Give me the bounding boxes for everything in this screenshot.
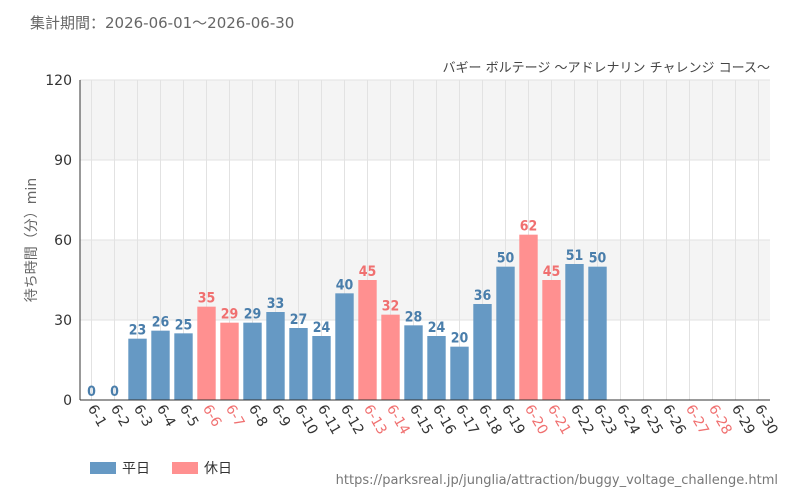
grid-band <box>80 240 770 320</box>
period-label: 集計期間：2026-06-01〜2026-06-30 <box>30 14 295 32</box>
x-tick-label: 6-24 <box>613 402 643 438</box>
x-tick-label: 6-23 <box>590 402 620 438</box>
x-tick-label: 6-11 <box>314 402 344 438</box>
chart-legend: 平日 休日 <box>90 458 232 478</box>
x-tick-label: 6-9 <box>268 402 293 430</box>
bar-6-3 <box>128 338 147 400</box>
x-tick-label: 6-13 <box>360 402 390 438</box>
x-tick-label: 6-22 <box>567 402 597 438</box>
bar-6-10 <box>289 328 308 400</box>
y-tick-label: 120 <box>45 73 72 89</box>
x-tick-label: 6-12 <box>337 402 367 438</box>
x-tick-label: 6-1 <box>84 402 109 430</box>
chart-title: バギー ボルテージ 〜アドレナリン チャレンジ コース〜 <box>443 61 771 76</box>
bar-6-14 <box>381 314 400 400</box>
bar-6-19 <box>496 266 515 400</box>
x-tick-label: 6-4 <box>153 402 178 430</box>
x-tick-label: 6-16 <box>429 402 459 438</box>
data-label-6-4: 26 <box>152 315 170 331</box>
data-label-6-20: 62 <box>520 219 538 235</box>
data-label-6-5: 25 <box>175 317 193 333</box>
x-tick-label: 6-6 <box>199 402 224 430</box>
bar-6-4 <box>151 330 170 400</box>
bar-6-17 <box>450 346 469 400</box>
bar-6-5 <box>174 333 193 400</box>
y-axis-label: 待ち時間（分）min <box>24 178 40 302</box>
bar-6-18 <box>473 304 492 400</box>
data-label-6-9: 33 <box>267 296 285 312</box>
legend-item-holiday: 休日 <box>172 458 232 478</box>
x-tick-label: 6-2 <box>107 402 132 430</box>
data-label-6-10: 27 <box>290 312 308 328</box>
source-url: https://parksreal.jp/junglia/attraction/… <box>335 473 778 488</box>
x-tick-label: 6-25 <box>636 402 666 438</box>
x-tick-label: 6-3 <box>130 402 155 430</box>
x-tick-label: 6-28 <box>705 402 735 438</box>
data-label-6-3: 23 <box>129 323 147 339</box>
x-tick-label: 6-17 <box>452 402 482 438</box>
x-tick-label: 6-27 <box>682 402 712 438</box>
data-label-6-16: 24 <box>428 320 446 336</box>
bar-6-13 <box>358 280 377 400</box>
data-label-6-17: 20 <box>451 331 469 347</box>
data-label-6-11: 24 <box>313 320 331 336</box>
x-tick-label: 6-29 <box>728 402 758 438</box>
x-tick-label: 6-10 <box>291 402 321 438</box>
data-label-6-15: 28 <box>405 309 423 325</box>
bar-6-22 <box>565 264 584 400</box>
x-tick-label: 6-7 <box>222 402 247 430</box>
x-tick-label: 6-19 <box>498 402 528 438</box>
legend-swatch-holiday <box>172 462 198 474</box>
data-label-6-2: 0 <box>110 384 119 400</box>
bar-6-20 <box>519 234 538 400</box>
data-label-6-22: 51 <box>566 248 584 264</box>
y-tick-label: 60 <box>54 233 72 249</box>
data-label-6-19: 50 <box>497 251 515 267</box>
data-label-6-1: 0 <box>87 384 96 400</box>
x-tick-label: 6-18 <box>475 402 505 438</box>
bar-6-12 <box>335 293 354 400</box>
legend-swatch-weekday <box>90 462 116 474</box>
data-label-6-14: 32 <box>382 299 400 315</box>
bar-6-15 <box>404 325 423 400</box>
bar-6-9 <box>266 312 285 400</box>
y-tick-label: 90 <box>54 153 72 169</box>
bar-6-6 <box>197 306 216 400</box>
grid-band <box>80 80 770 160</box>
data-label-6-18: 36 <box>474 288 492 304</box>
data-label-6-21: 45 <box>543 264 561 280</box>
x-tick-label: 6-21 <box>544 402 574 438</box>
x-tick-label: 6-14 <box>383 402 413 438</box>
bar-6-21 <box>542 280 561 400</box>
bar-6-16 <box>427 336 446 400</box>
bar-6-23 <box>588 266 607 400</box>
y-tick-label: 0 <box>63 393 72 409</box>
data-label-6-8: 29 <box>244 307 262 323</box>
legend-item-weekday: 平日 <box>90 458 150 478</box>
bar-6-7 <box>220 322 239 400</box>
x-tick-label: 6-20 <box>521 402 551 438</box>
legend-label-holiday: 休日 <box>204 461 232 477</box>
y-tick-label: 30 <box>54 313 72 329</box>
bar-6-11 <box>312 336 331 400</box>
data-label-6-23: 50 <box>589 251 607 267</box>
x-tick-label: 6-5 <box>176 402 201 430</box>
data-label-6-13: 45 <box>359 264 377 280</box>
data-label-6-6: 35 <box>198 291 216 307</box>
x-tick-label: 6-30 <box>751 402 781 438</box>
x-tick-label: 6-8 <box>245 402 270 430</box>
data-label-6-7: 29 <box>221 307 239 323</box>
x-tick-label: 6-15 <box>406 402 436 438</box>
legend-label-weekday: 平日 <box>122 461 150 477</box>
data-label-6-12: 40 <box>336 277 354 293</box>
bar-6-8 <box>243 322 262 400</box>
x-tick-label: 6-26 <box>659 402 689 438</box>
